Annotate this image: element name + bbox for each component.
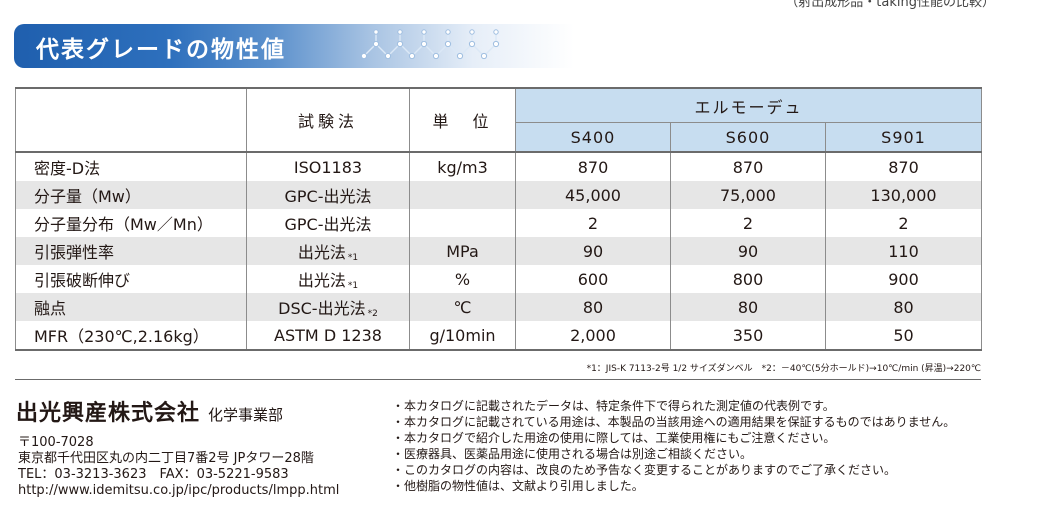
postal-code: 〒100-7028 [18,435,94,450]
notice-item: ・他樹脂の物性値は、文献より引用しました。 [392,479,644,493]
notice-item: ・本カタログに記載されている用途は、本製品の当該用途への適用結果を保証するもので… [392,415,956,429]
method-note: *1 [347,253,359,263]
section-title-band: 代表グレードの物性値 [14,24,574,68]
grade-header-s600: S600 [670,122,826,153]
company-name: 出光興産株式会社 [16,401,201,426]
properties-table: 試験法 単 位 エルモーデュ S400 S600 S901 密度-D法 ISO11… [15,87,983,351]
value-cell-s901: 2 [824,209,983,237]
notice-item: ・本カタログに記載されたデータは、特定条件下で得られた測定値の代表例です。 [392,399,835,413]
website-link[interactable]: http://www.idemitsu.co.jp/ipc/products/l… [18,483,340,498]
value-cell-s600: 75,000 [670,181,826,209]
method-cell: GPC-出光法 [246,209,410,237]
table-row: 引張弾性率 出光法 *1 MPa 90 90 110 [15,237,983,265]
value-cell-s901: 130,000 [824,181,983,209]
unit-cell: MPa [409,237,516,265]
method-text: ISO1183 [293,157,363,177]
table-corner-cell [15,87,247,153]
method-cell: ISO1183 [246,152,410,181]
property-cell: 引張弾性率 [15,237,247,265]
value-cell-s901: 80 [824,293,983,321]
method-note: *1 [347,281,359,291]
unit-cell [409,209,516,237]
method-text: DSC-出光法 [278,299,366,318]
value-cell-s600: 90 [670,237,826,265]
unit-cell: kg/m3 [409,152,516,181]
property-cell: 密度-D法 [15,152,247,181]
product-header: エルモーデュ [514,87,983,123]
method-header: 試験法 [246,87,410,153]
notices-list: ・本カタログに記載されたデータは、特定条件下で得られた測定値の代表例です。 ・本… [392,398,955,494]
method-cell: GPC-出光法 [246,181,410,209]
value-cell-s600: 2 [670,209,826,237]
grade-header-s901: S901 [824,122,983,153]
company-block: 出光興産株式会社 化学事業部 [16,395,283,427]
value-cell-s600: 80 [670,293,826,321]
value-cell-s901: 110 [824,237,983,265]
property-cell: 分子量（Mw） [15,181,247,209]
street-address: 東京都千代田区丸の内二丁目7番2号 JPタワー28階 [18,451,314,466]
method-text: GPC-出光法 [284,187,372,206]
unit-cell: % [409,265,516,293]
table-row: 融点 DSC-出光法 *2 ℃ 80 80 80 [15,293,983,321]
method-cell: DSC-出光法 *2 [246,293,410,321]
value-cell-s901: 870 [824,152,983,181]
notice-item: ・医療器具、医薬品用途に使用される場合は別途ご相談ください。 [392,447,753,461]
unit-cell: ℃ [409,293,516,321]
value-cell-s400: 45,000 [515,181,671,209]
property-cell: 融点 [15,293,247,321]
value-cell-s600: 870 [670,152,826,181]
method-text: ASTM D 1238 [274,325,382,345]
section-title: 代表グレードの物性値 [36,37,286,63]
notice-item: ・本カタログで紹介した用途の使用に際しては、工業使用権にもご注意ください。 [392,431,836,445]
company-address: 〒100-7028 東京都千代田区丸の内二丁目7番2号 JPタワー28階 TEL… [18,435,339,499]
table-footnote: *1：JIS-K 7113-2号 1/2 サイズダンベル *2：－40℃(5分ホ… [586,364,981,374]
unit-cell: g/10min [409,321,516,351]
value-cell-s400: 600 [515,265,671,293]
section-divider [15,379,981,380]
method-cell: 出光法 *1 [246,237,410,265]
value-cell-s901: 900 [824,265,983,293]
value-cell-s400: 870 [515,152,671,181]
table-row: 分子量（Mw） GPC-出光法 45,000 75,000 130,000 [15,181,983,209]
property-cell: 分子量分布（Mw／Mn） [15,209,247,237]
company-department: 化学事業部 [208,406,284,424]
method-cell: ASTM D 1238 [246,321,410,351]
value-cell-s400: 2,000 [515,321,671,351]
value-cell-s400: 2 [515,209,671,237]
method-cell: 出光法 *1 [246,265,410,293]
method-text: 出光法 [297,271,346,290]
phone-fax: TEL：03-3213-3623 FAX：03-5221-9583 [18,467,289,482]
notice-item: ・このカタログの内容は、改良のため予告なく変更することがありますのでご了承くださ… [392,463,897,477]
top-cut-text: （射出成形品・taking性能の比較） [785,0,995,10]
table-row: 分子量分布（Mw／Mn） GPC-出光法 2 2 2 [15,209,983,237]
table-row: 密度-D法 ISO1183 kg/m3 870 870 870 [15,152,983,181]
value-cell-s400: 80 [515,293,671,321]
value-cell-s400: 90 [515,237,671,265]
molecule-decoration-icon [360,29,500,60]
property-cell: MFR（230℃,2.16kg） [15,321,247,351]
value-cell-s600: 800 [670,265,826,293]
table-row: 引張破断伸び 出光法 *1% 600 800 900 [15,265,983,293]
property-cell: 引張破断伸び [15,265,247,293]
table-row: MFR（230℃,2.16kg） ASTM D 1238 g/10min 2,000 3… [15,321,983,351]
unit-cell [409,181,516,209]
unit-header: 単 位 [409,87,516,153]
grade-header-s400: S400 [515,122,671,153]
value-cell-s600: 350 [670,321,826,351]
method-text: GPC-出光法 [284,215,372,234]
value-cell-s901: 50 [824,321,983,351]
method-text: 出光法 [297,243,346,262]
method-note: *2 [367,309,378,319]
